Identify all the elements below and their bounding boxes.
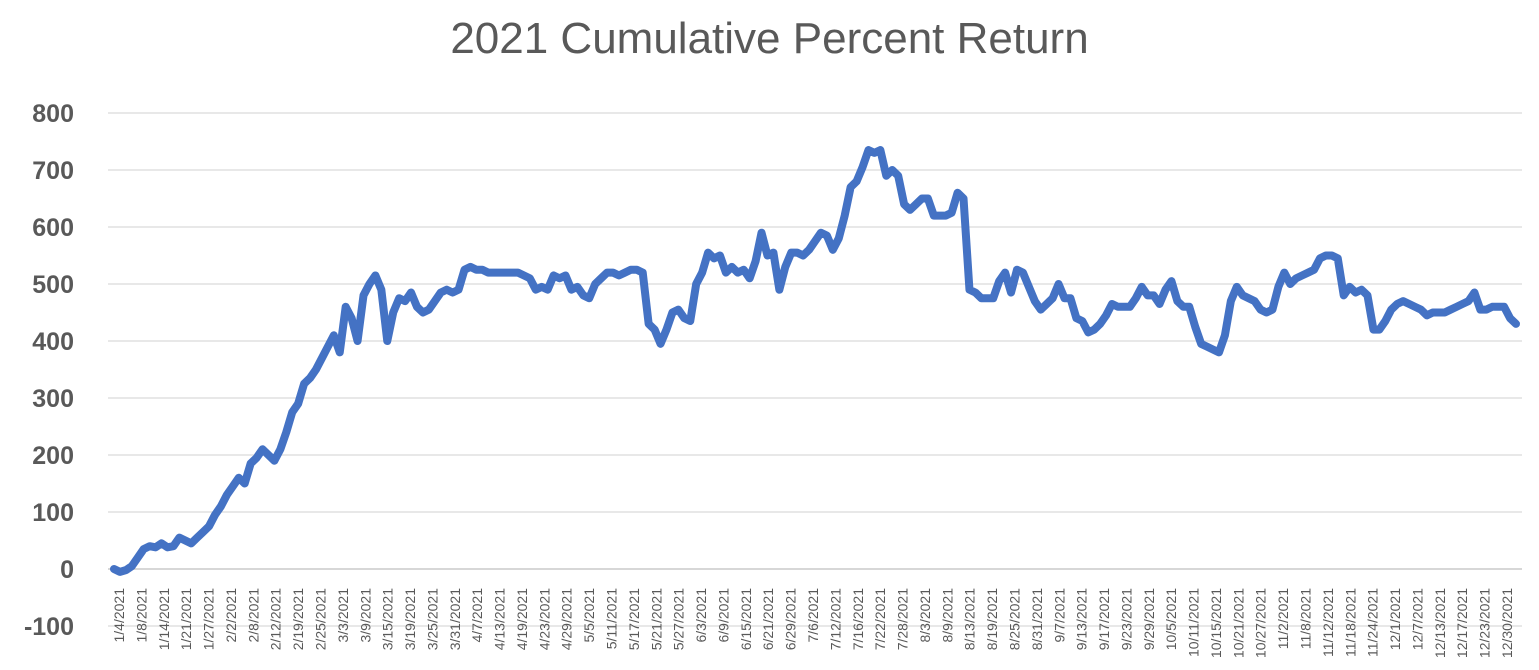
y-tick-label: 0 — [60, 556, 74, 584]
x-tick-label: 2/19/2021 — [290, 588, 306, 650]
x-tick-label: 12/7/2021 — [1409, 588, 1425, 650]
x-tick-label: 8/25/2021 — [1006, 588, 1022, 650]
x-tick-label: 7/28/2021 — [895, 588, 911, 650]
y-tick-label: 100 — [32, 499, 74, 527]
x-tick-label: 7/22/2021 — [872, 588, 888, 650]
x-tick-label: 10/27/2021 — [1253, 588, 1269, 658]
x-axis-tick-labels: 1/4/2021 1/8/2021 1/14/2021 1/21/2021 1/27/2… — [111, 588, 1515, 658]
y-tick-label: 800 — [32, 100, 74, 128]
x-tick-label: 3/9/2021 — [357, 588, 373, 643]
x-tick-label: 11/18/2021 — [1342, 588, 1358, 657]
x-tick-label: 4/19/2021 — [514, 588, 530, 650]
y-tick-label: -100 — [24, 613, 74, 641]
x-tick-label: 12/1/2021 — [1387, 588, 1403, 650]
x-tick-label: 5/5/2021 — [581, 588, 597, 643]
x-tick-label: 6/29/2021 — [783, 588, 799, 650]
x-tick-label: 10/11/2021 — [1186, 588, 1202, 657]
y-tick-label: 500 — [32, 271, 74, 299]
x-tick-label: 4/29/2021 — [559, 588, 575, 650]
x-tick-label: 6/21/2021 — [760, 588, 776, 650]
x-tick-label: 4/7/2021 — [469, 588, 485, 643]
y-tick-label: 600 — [32, 214, 74, 242]
x-tick-label: 9/7/2021 — [1051, 588, 1067, 643]
y-tick-label: 200 — [32, 442, 74, 470]
x-tick-label: 2/2/2021 — [223, 588, 239, 643]
x-tick-label: 10/21/2021 — [1230, 588, 1246, 658]
x-tick-label: 11/8/2021 — [1298, 588, 1314, 649]
x-tick-label: 1/27/2021 — [201, 588, 217, 650]
x-tick-label: 11/12/2021 — [1320, 588, 1336, 657]
x-tick-label: 12/30/2021 — [1499, 588, 1515, 658]
x-tick-label: 9/13/2021 — [1074, 588, 1090, 650]
x-tick-label: 2/25/2021 — [312, 588, 328, 650]
y-tick-label: 700 — [32, 157, 74, 185]
x-tick-label: 10/15/2021 — [1208, 588, 1224, 658]
x-tick-label: 12/13/2021 — [1432, 588, 1448, 658]
x-tick-label: 7/12/2021 — [827, 588, 843, 650]
x-tick-label: 8/19/2021 — [984, 588, 1000, 650]
x-tick-label: 5/17/2021 — [626, 588, 642, 650]
x-tick-label: 5/21/2021 — [648, 588, 664, 650]
x-tick-label: 3/3/2021 — [335, 588, 351, 643]
y-axis-tick-labels: -100 0 100 200 300 400 500 600 700 800 — [24, 100, 74, 641]
x-tick-label: 6/9/2021 — [715, 588, 731, 643]
x-tick-label: 3/31/2021 — [447, 588, 463, 650]
x-tick-label: 7/6/2021 — [805, 588, 821, 643]
x-tick-label: 6/15/2021 — [738, 588, 754, 650]
series-layer — [110, 146, 1520, 576]
x-tick-label: 8/13/2021 — [962, 588, 978, 650]
y-tick-label: 400 — [32, 328, 74, 356]
x-tick-label: 1/8/2021 — [133, 588, 149, 643]
x-tick-label: 12/17/2021 — [1454, 588, 1470, 658]
x-tick-label: 1/4/2021 — [111, 588, 127, 643]
x-tick-label: 9/23/2021 — [1118, 588, 1134, 650]
x-tick-label: 7/16/2021 — [850, 588, 866, 650]
x-tick-label: 2/12/2021 — [268, 588, 284, 650]
x-tick-label: 8/9/2021 — [939, 588, 955, 643]
x-tick-label: 1/14/2021 — [156, 588, 172, 650]
y-tick-label: 300 — [32, 385, 74, 413]
x-tick-label: 3/15/2021 — [380, 588, 396, 650]
x-tick-label: 9/29/2021 — [1141, 588, 1157, 650]
x-tick-label: 8/31/2021 — [1029, 588, 1045, 650]
x-tick-label: 4/23/2021 — [536, 588, 552, 650]
x-tick-label: 12/23/2021 — [1477, 588, 1493, 658]
x-tick-label: 3/25/2021 — [424, 588, 440, 650]
x-tick-label: 1/21/2021 — [178, 588, 194, 650]
x-tick-label: 6/3/2021 — [693, 588, 709, 643]
series-line — [110, 146, 1520, 576]
x-tick-label: 5/27/2021 — [671, 588, 687, 650]
x-tick-label: 9/17/2021 — [1096, 588, 1112, 650]
chart-title: 2021 Cumulative Percent Return — [450, 14, 1089, 63]
x-tick-label: 11/2/2021 — [1275, 588, 1291, 649]
x-tick-label: 3/19/2021 — [402, 588, 418, 650]
x-tick-label: 2/8/2021 — [245, 588, 261, 643]
x-tick-label: 8/3/2021 — [917, 588, 933, 643]
x-tick-label: 4/13/2021 — [492, 588, 508, 650]
x-tick-label: 10/5/2021 — [1163, 588, 1179, 650]
x-tick-label: 11/24/2021 — [1365, 588, 1381, 657]
x-tick-label: 5/11/2021 — [604, 588, 620, 649]
